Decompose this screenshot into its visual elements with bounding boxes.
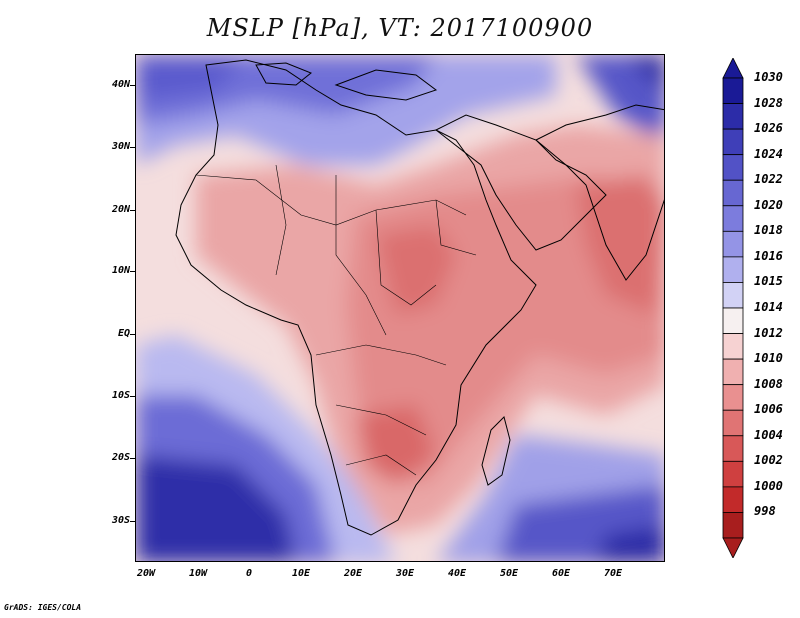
- lat-tick: [130, 85, 135, 86]
- colorbar-cell: [722, 205, 744, 232]
- colorbar-label: 1018: [754, 223, 783, 238]
- colorbar-cell: [722, 77, 744, 104]
- colorbar-cell: [722, 460, 744, 488]
- colorbar-cell: [722, 435, 744, 462]
- colorbar-label: 1008: [754, 376, 783, 391]
- lat-tick: [130, 271, 135, 272]
- lat-label-20n: 20N: [111, 204, 130, 215]
- colorbar-label: 1024: [754, 146, 783, 161]
- colorbar-label: 1000: [754, 478, 783, 493]
- colorbar-label: 998: [754, 504, 776, 519]
- lon-label-60e: 60E: [551, 568, 571, 579]
- colorbar-cell: [722, 384, 744, 411]
- lat-label-eq: EQ: [117, 328, 130, 339]
- balkans-coastline: [334, 69, 438, 101]
- colorbar-cell: [722, 154, 744, 181]
- colorbar-label: 1015: [754, 274, 783, 289]
- lon-label-40e: 40E: [447, 568, 467, 579]
- lat-label-30s: 30S: [111, 515, 130, 526]
- lat-tick: [130, 210, 135, 211]
- lat-label-10n: 10N: [111, 265, 130, 276]
- colorbar-cell: [722, 307, 744, 334]
- colorbar-cell: [722, 103, 744, 130]
- lon-label-0: 0: [245, 568, 253, 579]
- colorbar: [722, 58, 744, 558]
- lat-label-10s: 10S: [111, 390, 130, 401]
- lon-label-10e: 10E: [291, 568, 311, 579]
- colorbar-cell: [722, 128, 744, 156]
- persia-india-coastline: [535, 104, 664, 281]
- colorbar-cell: [722, 230, 744, 258]
- pressure-shading: [136, 55, 664, 561]
- lon-label-50e: 50E: [499, 568, 519, 579]
- mslp-field: [136, 55, 664, 561]
- africa-coastline: [175, 59, 537, 536]
- lon-label-70e: 70E: [603, 568, 623, 579]
- colorbar-label: 1002: [754, 453, 783, 468]
- map-title: MSLP [hPa], VT: 2017100900: [206, 14, 594, 42]
- colorbar-label: 1012: [754, 325, 783, 340]
- colorbar-cell: [722, 486, 744, 513]
- lat-tick: [130, 521, 135, 522]
- colorbar-label: 1020: [754, 197, 783, 212]
- lat-label-30n: 30N: [111, 141, 130, 152]
- colorbar-extend-max: [722, 58, 744, 79]
- europe-coastline: [255, 62, 312, 86]
- lat-tick: [130, 334, 135, 335]
- colorbar-label: 1016: [754, 248, 783, 263]
- lat-tick: [130, 147, 135, 148]
- colorbar-cell: [722, 282, 744, 309]
- madagascar-coastline: [481, 416, 511, 486]
- colorbar-label: 1010: [754, 351, 783, 366]
- colorbar-label: 1028: [754, 95, 783, 110]
- lon-label-10w: 10W: [188, 568, 208, 579]
- colorbar-cell: [722, 409, 744, 437]
- lat-label-40n: 40N: [111, 79, 130, 90]
- colorbar-extend-min: [722, 537, 744, 558]
- arabia-coastline: [435, 114, 607, 251]
- colorbar-cell: [722, 256, 744, 283]
- colorbar-label: 1030: [754, 70, 783, 84]
- colorbar-cell: [722, 333, 744, 360]
- lat-tick: [130, 458, 135, 459]
- colorbar-label: 1022: [754, 172, 783, 187]
- colorbar-label: 1006: [754, 402, 783, 417]
- lon-label-20w: 20W: [136, 568, 156, 579]
- colorbar-cell: [722, 358, 744, 386]
- colorbar-label: 1026: [754, 121, 783, 136]
- grads-credit: GrADS: IGES/COLA: [4, 603, 82, 612]
- lat-tick: [130, 396, 135, 397]
- colorbar-cell: [722, 512, 744, 539]
- country-borders: [195, 164, 477, 476]
- lon-label-20e: 20E: [343, 568, 363, 579]
- colorbar-label: 1004: [754, 427, 783, 442]
- colorbar-cell: [722, 179, 744, 207]
- colorbar-label: 1014: [754, 300, 783, 314]
- coastlines: [175, 59, 664, 536]
- map-area: [135, 54, 665, 562]
- lat-label-20s: 20S: [111, 452, 130, 463]
- lon-label-30e: 30E: [395, 568, 415, 579]
